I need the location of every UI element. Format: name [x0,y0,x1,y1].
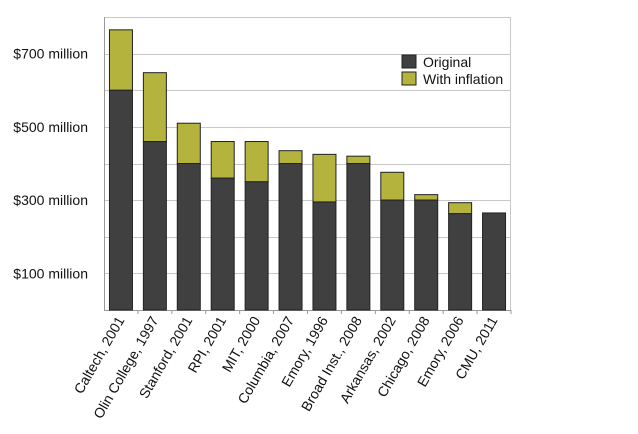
bar-original [108,89,133,311]
bar-original [210,177,235,311]
bar-with-inflation [210,141,235,179]
bar-original [312,201,337,311]
bar-with-inflation [244,141,269,183]
bars [108,29,507,311]
bar-original [414,199,439,311]
bar-with-inflation [380,171,405,201]
bar-with-inflation [176,122,201,164]
gridlines [104,17,511,311]
bar-original [278,163,303,311]
y-tick-label: $700 million [13,46,88,62]
bar-original [176,163,201,311]
legend-label: With inflation [423,71,503,87]
legend-swatch [401,54,417,69]
bar-with-inflation [142,72,167,143]
bar-with-inflation [346,155,371,165]
bar-original [380,199,405,311]
bar-with-inflation [278,150,303,164]
y-tick-labels: $100 million $300 million $500 million $700… [13,46,88,282]
bar-with-inflation [414,194,439,201]
bar-original [244,181,269,311]
y-tick-label: $100 million [13,265,88,281]
bar-with-inflation [312,153,337,203]
legend-swatch [401,71,417,86]
bar-original [482,212,507,311]
bar-with-inflation [108,29,133,91]
bar-original [448,213,473,311]
bar-original [142,141,167,311]
y-tick-label: $300 million [13,192,88,208]
bar-with-inflation [448,202,473,215]
y-tick-label: $500 million [13,119,88,135]
bar-original [346,163,371,311]
legend-label: Original [423,54,471,70]
